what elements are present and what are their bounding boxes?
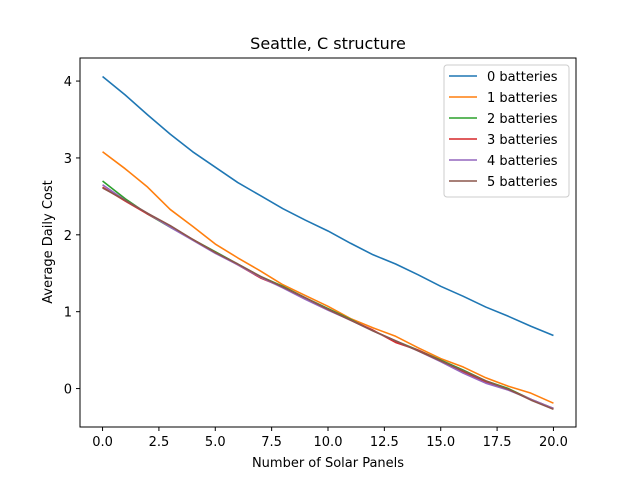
legend-box: [443, 64, 570, 198]
series-line-0: [102, 75, 554, 337]
series-line-3: [102, 186, 554, 410]
y-axis: 0 1 2 3 4: [64, 75, 80, 398]
legend: 0 batteries 1 batteries 2 batteries 3 batte…: [443, 64, 570, 198]
x-tick-label: 10.0: [314, 435, 343, 450]
series-line-1: [102, 151, 554, 404]
legend-entry: 3 batteries: [487, 133, 558, 148]
x-tick-label: 20.0: [539, 435, 568, 450]
x-tick-label: 15.0: [426, 435, 455, 450]
y-tick-label: 0: [64, 383, 72, 398]
x-tick-label: 7.5: [261, 435, 282, 450]
y-tick-label: 4: [64, 75, 72, 90]
legend-entry: 4 batteries: [487, 154, 558, 169]
series-line-2: [102, 180, 554, 410]
x-axis-label: Number of Solar Panels: [252, 456, 404, 471]
series-line-4: [102, 184, 554, 410]
series-line-5: [102, 187, 554, 411]
y-axis-label: Average Daily Cost: [41, 180, 56, 303]
x-tick-label: 17.5: [483, 435, 512, 450]
legend-entry: 0 batteries: [487, 70, 558, 85]
x-tick-label: 2.5: [149, 435, 170, 450]
plot-area: [102, 75, 554, 411]
legend-entry: 5 batteries: [487, 175, 558, 190]
legend-entry: 1 batteries: [487, 91, 558, 106]
y-tick-label: 2: [64, 229, 72, 244]
x-tick-label: 5.0: [205, 435, 226, 450]
legend-entry: 2 batteries: [487, 112, 558, 127]
chart-title: Seattle, C structure: [250, 34, 406, 53]
x-tick-label: 0.0: [92, 435, 113, 450]
x-axis: 0.0 2.5 5.0 7.5 10.0 12.5 15.0 17.5 20.0: [92, 427, 568, 450]
x-tick-label: 12.5: [370, 435, 399, 450]
y-tick-label: 1: [64, 306, 72, 321]
y-tick-label: 3: [64, 152, 72, 167]
